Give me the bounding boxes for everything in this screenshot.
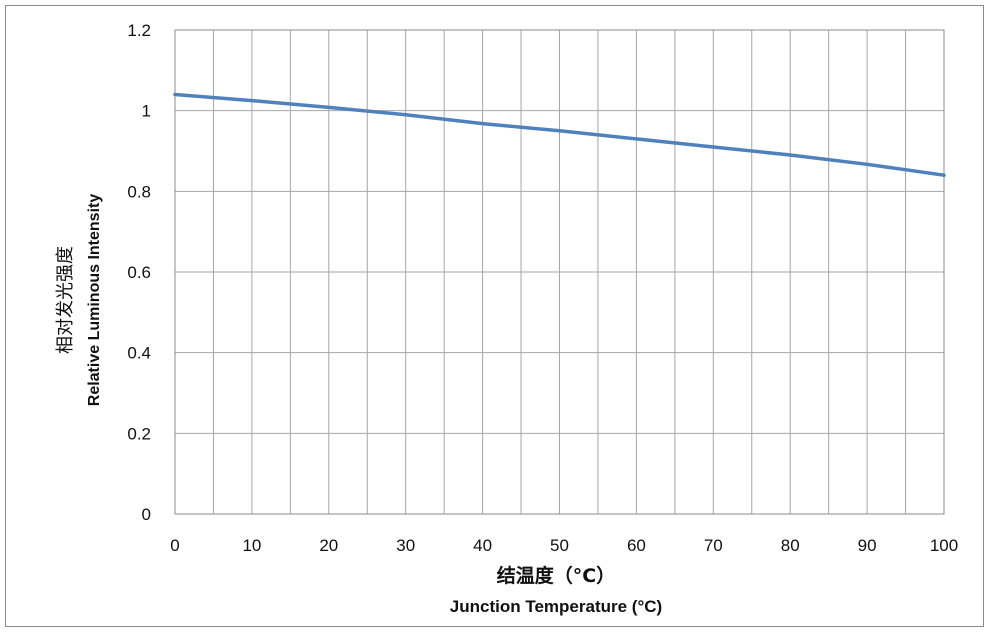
y-tick-label: 1	[142, 102, 151, 121]
x-tick-label: 70	[704, 536, 723, 555]
y-tick-label: 0.4	[127, 344, 151, 363]
x-tick-label: 80	[781, 536, 800, 555]
plot-area-border	[174, 29, 945, 515]
series-line	[173, 92, 946, 177]
x-axis-label-english: Junction Temperature (°C)	[450, 597, 662, 616]
chart-frame	[5, 5, 984, 627]
y-tick-label: 0.6	[127, 263, 151, 282]
x-axis-label-chinese: 结温度（°C）	[497, 564, 615, 587]
y-axis-label-chinese: 相对发光强度	[55, 246, 76, 354]
y-tick-labels: 0 0.2 0.4 0.6 0.8 1 1.2	[127, 21, 151, 524]
x-tick-label: 10	[242, 536, 261, 555]
x-tick-label: 90	[858, 536, 877, 555]
y-tick-label: 0.2	[127, 424, 151, 443]
y-tick-label: 0.8	[127, 182, 151, 201]
x-tick-labels: 0 10 20 30 40 50 60 70 80 90 100	[170, 536, 958, 555]
x-tick-label: 20	[319, 536, 338, 555]
y-axis-label-english: Relative Luminous Intensity	[86, 194, 103, 407]
y-tick-label: 0	[142, 505, 151, 524]
x-tick-label: 30	[396, 536, 415, 555]
x-tick-label: 40	[473, 536, 492, 555]
x-tick-label: 60	[627, 536, 646, 555]
x-tick-label: 100	[930, 536, 958, 555]
x-tick-label: 0	[170, 536, 179, 555]
y-tick-label: 1.2	[127, 21, 151, 40]
x-tick-label: 50	[550, 536, 569, 555]
